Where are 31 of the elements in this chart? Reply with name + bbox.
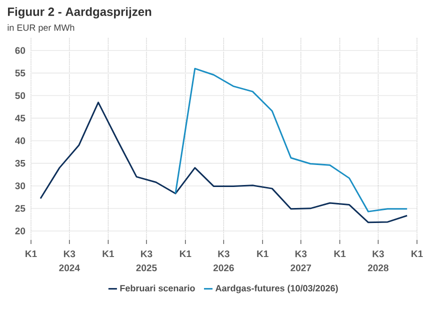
y-tick-label: 60 [15, 47, 26, 54]
y-tick-label: 20 [15, 228, 26, 234]
x-tick-label: K1 [334, 250, 346, 258]
x-tick-label: K1 [26, 250, 37, 258]
y-tick-label: 35 [15, 160, 26, 167]
x-tick-label: K1 [180, 250, 192, 258]
y-tick-label: 55 [15, 70, 26, 76]
chart-subtitle: in EUR per MWh [8, 24, 74, 33]
x2-tick-label: 2025 [136, 264, 157, 272]
x2-tick-label: 2028 [368, 264, 388, 272]
line-series [40, 102, 408, 224]
legend-label: Aardgas-futures (10/03/2026) [215, 284, 338, 294]
x-tick-label: K3 [295, 250, 307, 258]
x2-tick-label: 2024 [59, 264, 80, 272]
x-tick-label: K3 [141, 250, 152, 258]
x2-tick-label: 2027 [290, 264, 312, 272]
y-tick-label: 30 [15, 182, 26, 190]
line-series [174, 68, 408, 212]
x-tick-label: K3 [218, 250, 230, 258]
chart-title: Figuur 2 - Aardgasprijzen [8, 7, 152, 18]
y-tick-label: 25 [15, 205, 26, 212]
y-tick-label: 50 [15, 92, 26, 99]
x-tick-label: K3 [372, 250, 384, 258]
x-tick-label: K1 [257, 250, 268, 258]
legend-label: Februari scenario [120, 284, 195, 292]
y-tick-label: 45 [15, 114, 26, 122]
x-tick-label: K1 [102, 250, 114, 258]
x-tick-label: K1 [412, 250, 423, 258]
x-tick-label: K3 [64, 250, 76, 258]
y-tick-label: 40 [15, 137, 26, 144]
x2-tick-label: 2026 [213, 264, 234, 272]
